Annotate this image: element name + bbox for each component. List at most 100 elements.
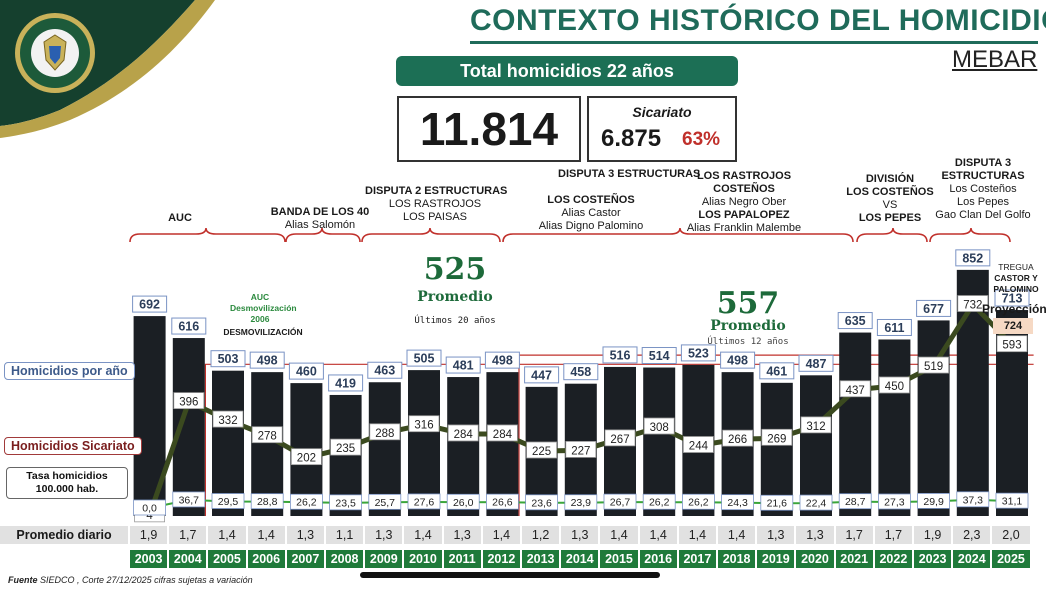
year-cell-2020: 2020 [796,550,834,568]
annotation-disputa3: DISPUTA 3 ESTRUCTURAS [558,168,701,180]
bar-label-box-2023 [916,299,952,317]
label-homicidios: Homicidios por año [4,362,135,380]
rate-label-box-2011 [446,493,480,510]
sicariato-label-box-2009 [369,423,401,441]
rate-label-2015: 26,7 [610,497,631,509]
bar-label-2023: 677 [923,302,944,316]
period-braces [129,227,1011,243]
sicariato-label-box-2010 [408,415,440,433]
rate-label-2025: 31,1 [1002,496,1023,508]
annotation-disputa2-line1: LOS RASTROJOS [388,198,482,210]
rate-label-box-2006 [250,493,284,510]
bar-label-2024: 852 [962,251,983,265]
rate-label-2013: 23,6 [531,497,552,509]
bar-label-2010: 505 [414,352,435,366]
sicariato-label-2011: 284 [454,429,474,441]
rate-label-box-2005 [211,493,245,509]
sicariato-label: Sicariato [632,104,692,120]
horizontal-scrollbar[interactable] [360,572,660,578]
annotation-banda: BANDA DE LOS 40 Alias Salomón [262,206,378,232]
rate-label-2019: 21,6 [767,498,788,510]
bar-label-box-2009 [367,361,403,379]
year-cell-2007: 2007 [286,550,324,568]
year-cell-2015: 2015 [600,550,638,568]
sicariato-label-2019: 269 [767,433,786,445]
sicariato-label-2004: 396 [179,397,198,409]
label-tasa-1: Tasa homicidios [26,470,108,482]
rate-label-box-2022 [878,493,911,510]
avg12-value: 557 [716,286,780,321]
annotation-banda-sub: Alias Salomón [284,219,356,231]
page-subtitle: MEBAR [952,46,1038,73]
rate-label-box-2013 [525,494,558,511]
avg12-label: Promedio [710,318,786,334]
sicariato-label-2008: 235 [336,443,355,455]
rate-label-box-2018 [721,494,754,511]
promedio-cell-2015: 1,4 [600,526,638,544]
bar-label-2025: 713 [1002,292,1023,306]
bar-label-box-2010 [406,349,442,367]
bar-label-2007: 460 [296,365,317,379]
avg12-sub: Últimos 12 años [707,337,789,347]
bar-value-labels: 692 616 503 498 460 419 463 505 481 498 447 458 516 5… [132,249,1030,392]
rate-label-box-2020 [799,494,833,511]
annotation-disputa2: DISPUTA 2 ESTRUCTURAS LOS RASTROJOS LOS … [365,185,508,224]
annotation-costenos-line2: Alias Digno Palomino [538,220,644,232]
promedio-cell-2011: 1,3 [443,526,481,544]
rate-label-box-2008 [329,494,363,511]
rate-label-box-2004 [172,491,206,508]
rate-label-2008: 23,5 [335,497,356,509]
bar-label-2005: 503 [218,352,239,366]
promedio-cell-2022: 1,7 [874,526,912,544]
rate-label-2021: 28,7 [845,496,866,508]
bar-label-box-2005 [210,350,246,368]
bar-2021 [839,332,872,516]
sicariato-label-2024: 732 [963,300,982,312]
annotation-auc-desmov-2: Desmovilización [230,303,297,313]
bar-label-2022: 611 [884,321,904,335]
year-cell-2012: 2012 [482,550,520,568]
bar-label-box-2006 [249,351,285,369]
bar-label-box-2024 [955,249,991,267]
year-cell-2005: 2005 [208,550,246,568]
bar-2011 [447,377,480,516]
promedio-cell-2016: 1,4 [639,526,677,544]
bar-2022 [878,339,911,516]
promedio-cell-2008: 1,1 [326,526,364,544]
label-tasa-2: 100.000 hab. [35,483,99,495]
annotation-rastrojos-title2: COSTEÑOS [713,183,775,195]
year-cell-2018: 2018 [718,550,756,568]
annotation-disputa3b-line3: Gao Clan Del Golfo [935,209,1031,221]
sicariato-label-2020: 312 [806,421,825,433]
bar-label-box-2014 [563,363,599,381]
sicariato-value-labels: 4 396 332 278 202 235 288 316 284 284 225 227 267 308… [134,295,1028,523]
sicariato-label-box-2020 [800,416,832,434]
bar-label-box-2003 [132,295,168,313]
bar-label-2016: 514 [649,349,670,363]
annotation-disputa2-title: DISPUTA 2 ESTRUCTURAS [365,185,508,197]
sicariato-label-2005: 332 [218,415,237,427]
rate-label-2009: 25,7 [375,497,396,509]
bar-label-box-2012 [484,351,520,369]
bar-label-2020: 487 [806,357,827,371]
bar-label-2013: 447 [531,368,552,382]
sicariato-label-2014: 227 [571,445,590,457]
bar-label-2011: 481 [453,359,474,373]
sicariato-label-box-2016 [643,417,675,435]
bar-label-2006: 498 [257,354,278,368]
promedio-cell-2024: 2,3 [953,526,991,544]
year-cell-2003: 2003 [130,550,168,568]
year-cell-2025: 2025 [992,550,1030,568]
sicariato-label-2015: 267 [610,434,629,446]
promedio-cell-2021: 1,7 [835,526,873,544]
rate-label-box-2017 [682,493,715,510]
sicariato-label-2013: 225 [532,446,551,458]
avg20-value: 525 [423,252,487,287]
brace-disputa2 [361,227,501,243]
annotation-division-line2: VS [882,199,898,211]
avg20-sub: Últimos 20 años [414,316,496,326]
sicariato-label-box-2004 [173,392,205,410]
rate-label-box-2010 [407,493,441,510]
label-sicariato: Homicidios Sicariato [4,437,142,455]
sicariato-label-2009: 288 [375,428,394,440]
